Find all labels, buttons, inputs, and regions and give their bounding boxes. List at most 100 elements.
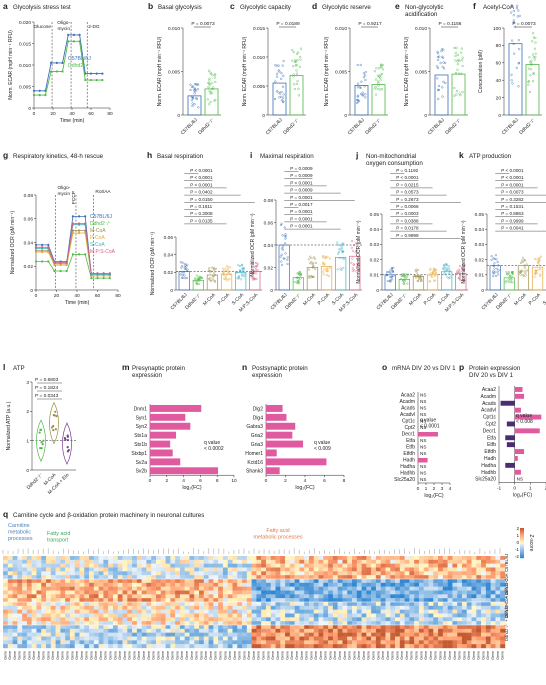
heatmap-cell: [141, 613, 147, 618]
heatmap-cell: [50, 575, 56, 580]
heatmap-cell: [218, 628, 224, 633]
heatmap-cell: [141, 598, 147, 603]
data-point: [532, 72, 535, 76]
heatmap-cell: [275, 598, 281, 603]
heatmap-cell: [93, 617, 99, 622]
heatmap-cell: [103, 575, 109, 580]
heatmap-cell: [337, 556, 343, 561]
heatmap-cell: [41, 640, 47, 645]
heatmap-cell: [261, 575, 267, 580]
data-point: [279, 255, 282, 258]
heatmap-cell: [461, 636, 467, 641]
heatmap-cell: [481, 567, 487, 572]
bar-h-0: [178, 271, 190, 291]
heatmap-cell: [442, 556, 448, 561]
heatmap-cell: [69, 632, 75, 637]
bar-m-4: [150, 440, 171, 448]
heatmap-cell: [428, 567, 434, 572]
heatmap-cell: [332, 605, 338, 610]
heatmap-cell: [194, 617, 200, 622]
heatmap-cell: [414, 613, 420, 618]
heatmap-cell: [184, 590, 190, 595]
heatmap-cell: [22, 586, 28, 591]
bar-j-4: [441, 271, 453, 291]
heatmap-cell: [466, 632, 472, 637]
heatmap-cell: [232, 567, 238, 572]
heatmap-cell: [213, 586, 219, 591]
data-point: [282, 74, 285, 77]
heatmap-cell: [160, 563, 166, 568]
colorbar-cell: [520, 536, 524, 538]
heatmap-cell: [442, 632, 448, 637]
data-point: [314, 261, 318, 264]
y-tick-label: 0: [28, 106, 31, 112]
bar-h-4: [235, 271, 247, 291]
heatmap-cell: [442, 625, 448, 630]
y-tick-label: 0.05: [475, 212, 485, 218]
legend-item: Ddhd2⁻/⁻: [90, 221, 112, 227]
heatmap-cell: [203, 602, 209, 607]
heatmap-cell: [366, 609, 372, 614]
heatmap-cell: [428, 609, 434, 614]
bar-k-3: [531, 266, 544, 291]
data-point: [462, 276, 465, 279]
ns-label: NS: [420, 438, 426, 443]
heatmap-cell: [433, 567, 439, 572]
bar-p-4: [514, 414, 542, 420]
heatmap-cell: [194, 586, 200, 591]
gene-label: Etfa: [406, 438, 415, 444]
heatmap-cell: [261, 563, 267, 568]
heatmap-cell: [246, 632, 252, 637]
legend-item: M:P:S-CoA: [90, 249, 116, 255]
heatmap-cell: [218, 579, 224, 584]
heatmap-cell: [242, 632, 248, 637]
heatmap-cell: [495, 605, 501, 610]
heatmap-cell: [433, 636, 439, 641]
heatmap-cell: [371, 636, 377, 641]
data-point: [195, 280, 198, 283]
heatmap-cell: [218, 571, 224, 576]
heatmap-cell: [3, 613, 8, 618]
bar-h-3: [220, 273, 233, 291]
data-point: [385, 270, 389, 274]
heatmap-cell: [26, 632, 32, 637]
data-point: [533, 47, 537, 50]
heatmap-cell: [380, 625, 386, 630]
heatmap-cell: [418, 644, 424, 649]
heatmap-cell: [237, 609, 243, 614]
gene-tick-label: Gene: [443, 651, 447, 660]
gene-tick-label: Gene: [233, 651, 237, 660]
heatmap-cell: [361, 556, 367, 561]
heatmap-cell: [165, 632, 171, 637]
heatmap-cell: [404, 640, 410, 645]
data-point: [224, 277, 227, 280]
data-point: [532, 71, 535, 75]
heatmap-cell: [31, 605, 37, 610]
y-tick-label: 0.010: [168, 26, 180, 32]
bar-h-2: [206, 274, 219, 291]
data-point: [377, 67, 381, 70]
data-point: [193, 279, 196, 282]
heatmap-cell: [227, 625, 233, 630]
heatmap-cell: [256, 632, 262, 637]
data-point: [418, 277, 421, 281]
p-value-k: P = 0.3282: [501, 197, 524, 202]
data-point: [436, 56, 440, 59]
heatmap-cell: [136, 579, 142, 584]
heatmap-cell: [481, 590, 487, 595]
heatmap-cell: [500, 571, 506, 576]
heatmap-cell: [275, 559, 281, 564]
heatmap-cell: [141, 625, 147, 630]
heatmap-cell: [323, 594, 329, 599]
data-point: [239, 278, 242, 281]
heatmap-cell: [342, 640, 348, 645]
heatmap-cell: [332, 621, 338, 626]
heatmap-cell: [65, 640, 71, 645]
heatmap-cell: [89, 613, 95, 618]
heatmap-cell: [108, 617, 114, 622]
data-point: [530, 62, 533, 65]
data-point: [184, 267, 188, 270]
heatmap-cell: [189, 598, 195, 603]
data-point: [209, 71, 212, 74]
y-tick-label: 0.020: [19, 20, 31, 26]
